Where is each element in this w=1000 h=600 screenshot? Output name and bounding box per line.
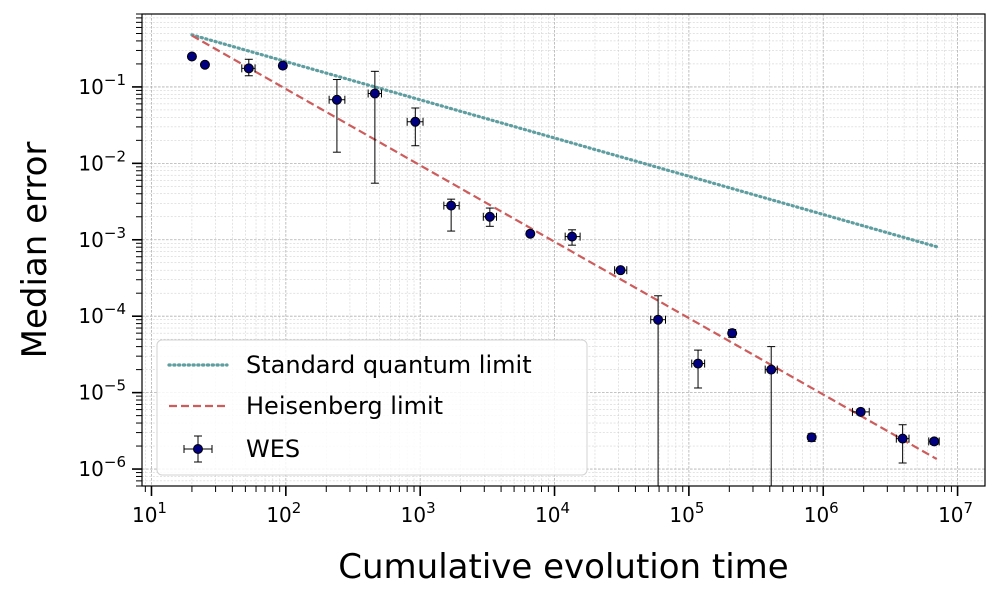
legend-label: WES — [246, 435, 300, 463]
wes-point — [328, 79, 346, 153]
wes-marker — [727, 328, 738, 339]
wes-marker — [243, 63, 254, 74]
wes-point — [650, 295, 667, 486]
wes-point — [199, 59, 210, 70]
wes-marker — [199, 59, 210, 70]
wes-marker — [567, 231, 578, 242]
legend-entry: Heisenberg limit — [169, 392, 443, 420]
wes-point — [691, 349, 706, 389]
x-tick-label: 106 — [804, 499, 839, 527]
wes-point — [764, 346, 778, 486]
wes-point — [241, 58, 256, 77]
sql-line — [190, 33, 939, 249]
wes-point — [806, 432, 817, 443]
x-tick-label: 107 — [938, 499, 973, 527]
legend-label: Heisenberg limit — [246, 392, 443, 420]
wes-point — [564, 229, 581, 246]
y-tick-label: 10−5 — [78, 377, 126, 405]
x-axis-title: Cumulative evolution time — [338, 547, 788, 587]
plot-frame — [141, 13, 986, 487]
axis-ticks: 101 102 103 104 105 106 107 10−1 10−2 10−3 10−4 10−… — [78, 13, 973, 527]
heisenberg-line — [191, 34, 938, 461]
wes-point — [277, 60, 288, 71]
wes-marker — [615, 265, 626, 276]
wes-point — [482, 207, 498, 227]
wes-point — [367, 70, 382, 184]
wes-marker — [693, 358, 704, 369]
y-tick-label: 10−1 — [78, 71, 126, 99]
legend: Standard quantum limit Heisenberg limit WE… — [156, 339, 588, 476]
wes-marker — [484, 211, 495, 222]
y-tick-label: 10−2 — [78, 147, 126, 175]
y-axis-title: Median error — [15, 142, 55, 359]
legend-swatch-marker — [193, 444, 203, 454]
x-tick-label: 104 — [535, 499, 570, 527]
wes-point — [928, 436, 940, 447]
wes-marker — [806, 432, 817, 443]
wes-marker — [929, 436, 940, 447]
wes-marker — [525, 228, 536, 239]
wes-point — [895, 424, 910, 464]
wes-point — [614, 265, 628, 276]
wes-marker — [410, 116, 421, 127]
legend-entry: Standard quantum limit — [167, 351, 532, 379]
wes-point — [406, 107, 424, 147]
y-tick-label: 10−6 — [78, 453, 126, 481]
y-tick-label: 10−4 — [78, 300, 126, 328]
wes-marker — [897, 433, 908, 444]
wes-marker — [446, 200, 457, 211]
wes-marker — [369, 88, 380, 99]
legend-entry: WES — [183, 435, 300, 463]
wes-marker — [653, 314, 664, 325]
y-tick-label: 10−3 — [78, 224, 126, 252]
legend-label: Standard quantum limit — [246, 351, 532, 379]
wes-point — [443, 198, 460, 232]
wes-point — [525, 228, 536, 239]
wes-marker — [331, 94, 342, 105]
wes-point — [186, 51, 197, 62]
wes-marker — [186, 51, 197, 62]
wes-marker — [277, 60, 288, 71]
x-tick-label: 103 — [401, 499, 436, 527]
x-tick-label: 102 — [266, 499, 301, 527]
wes-point — [851, 406, 870, 417]
wes-point — [727, 328, 738, 339]
wes-marker — [855, 406, 866, 417]
wes-marker — [766, 364, 777, 375]
x-tick-label: 101 — [132, 499, 167, 527]
plot-area — [186, 33, 940, 486]
x-tick-label: 105 — [669, 499, 704, 527]
legend-box — [156, 339, 588, 476]
